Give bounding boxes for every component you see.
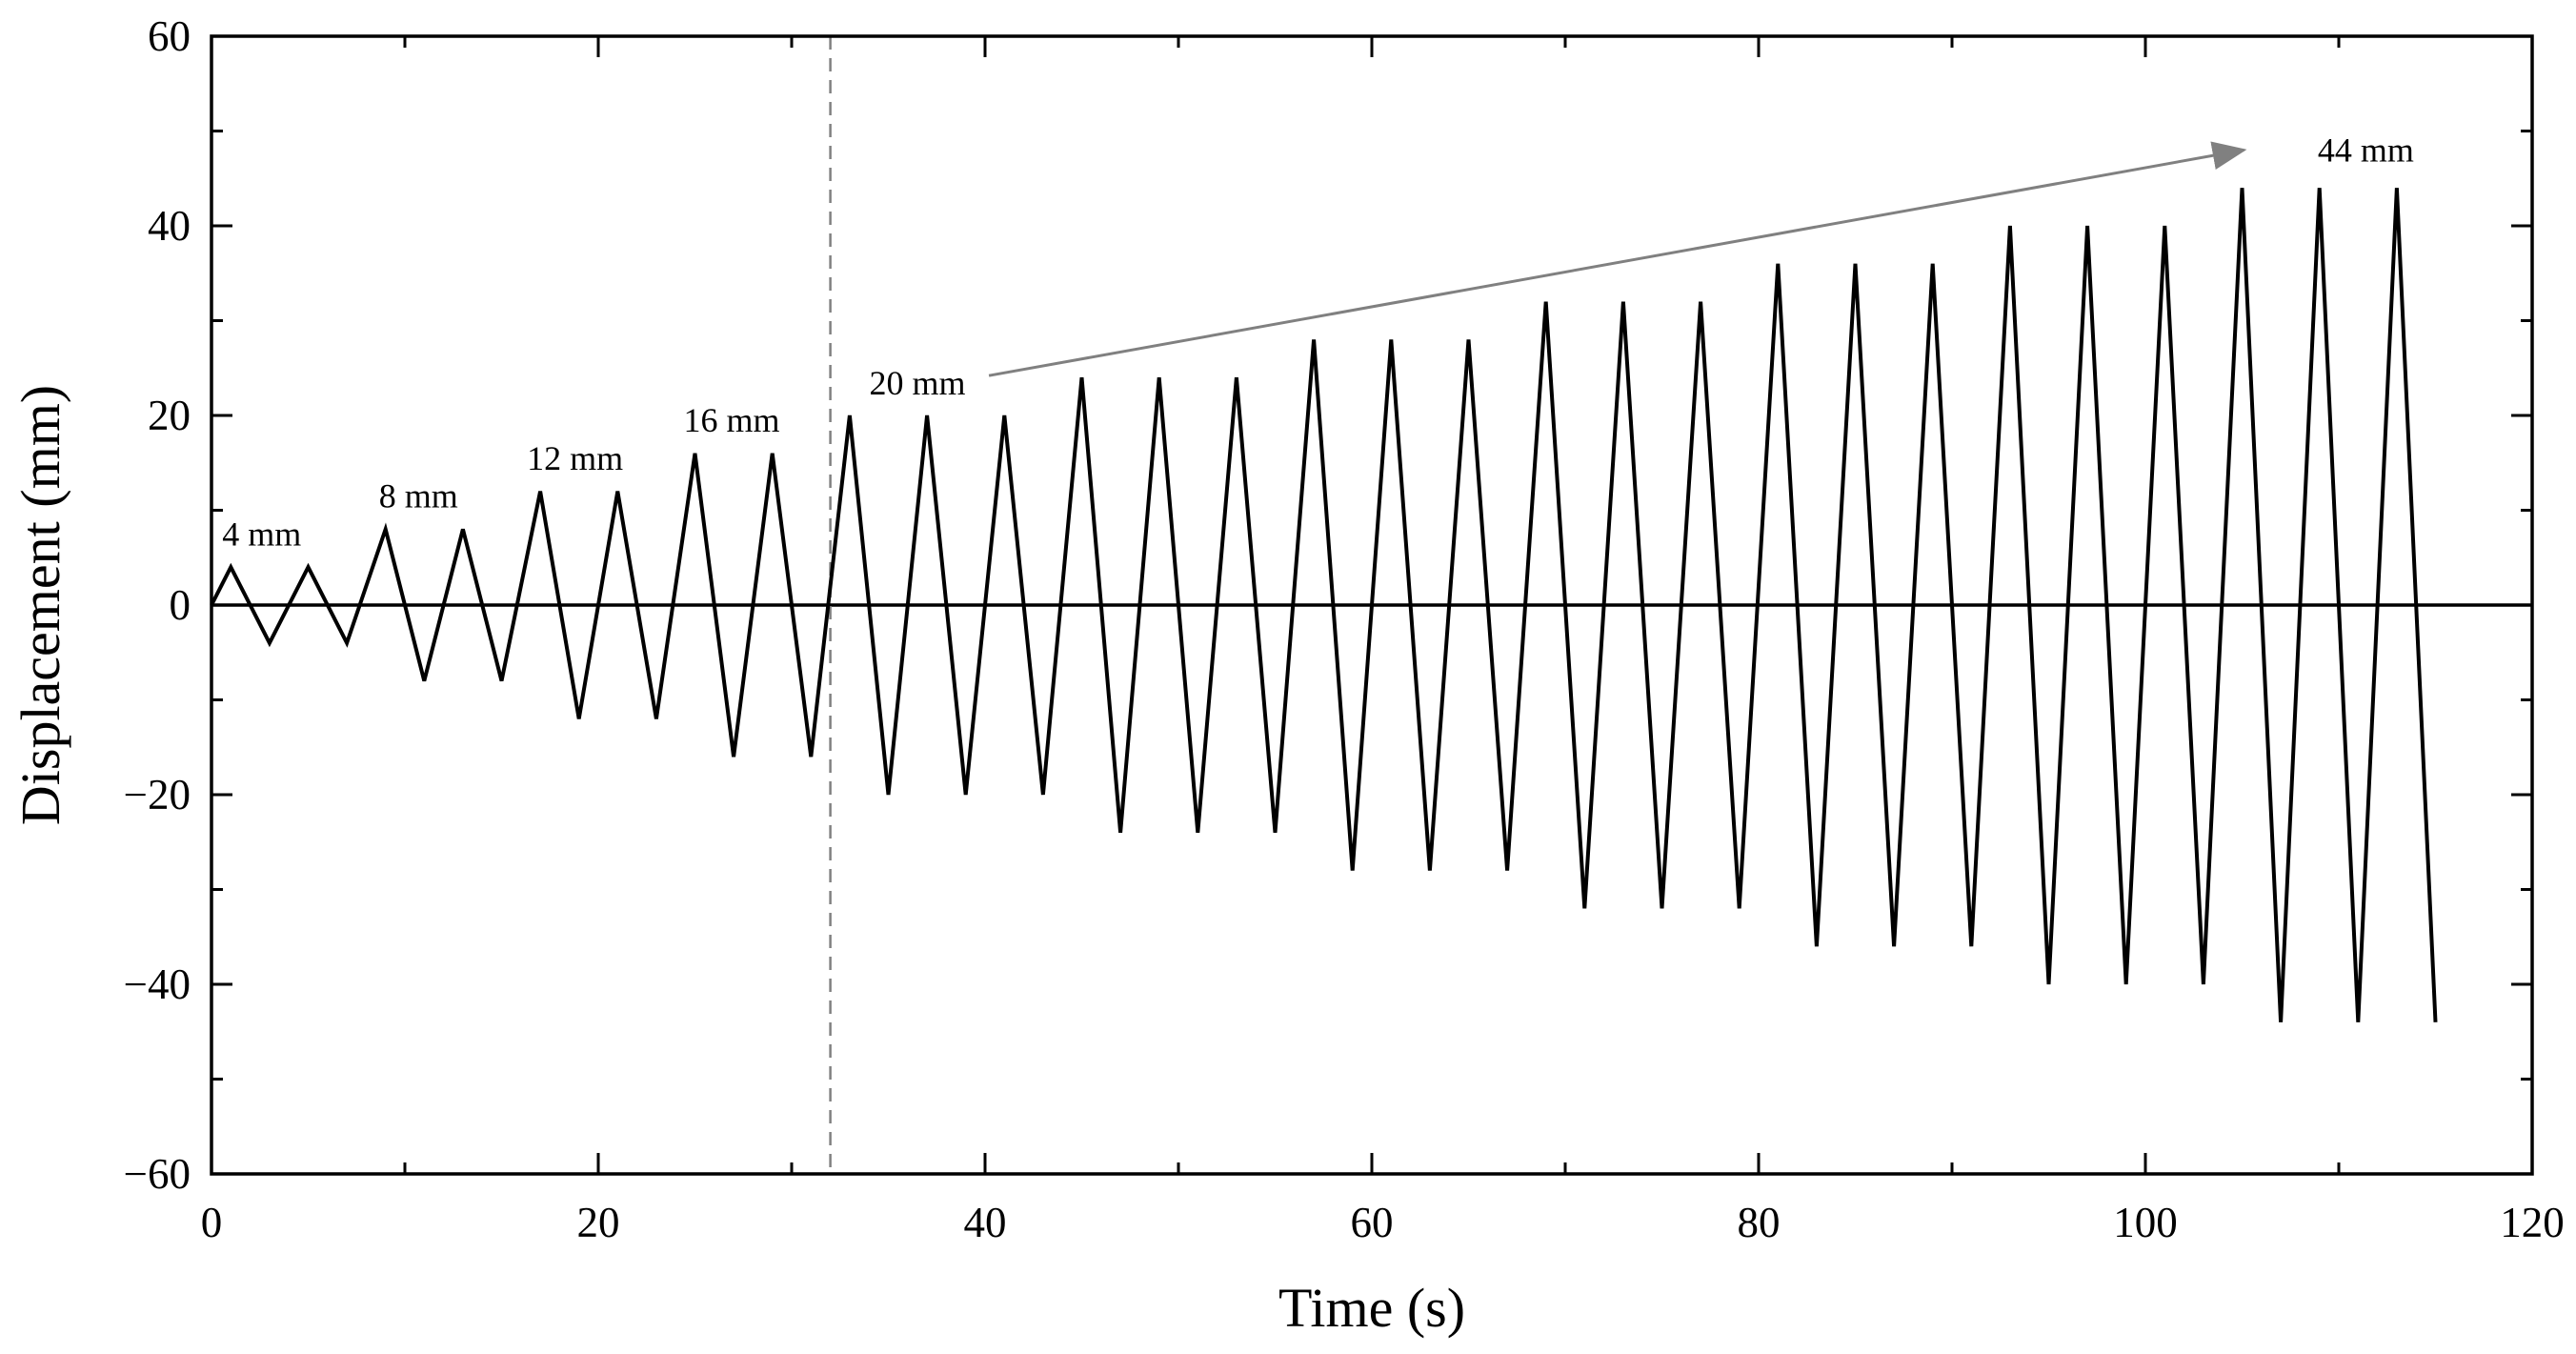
y-tick-label: 20 — [148, 392, 191, 439]
amplitude-growth-arrow — [988, 141, 2247, 377]
y-tick-label: −20 — [124, 771, 191, 818]
x-tick-label: 20 — [577, 1199, 620, 1246]
amplitude-annotation: 44 mm — [2318, 131, 2414, 169]
amplitude-annotation: 16 mm — [684, 401, 780, 439]
y-tick-label: −60 — [124, 1150, 191, 1198]
x-tick-label: 40 — [964, 1199, 1007, 1246]
x-axis-title: Time (s) — [1278, 1277, 1465, 1339]
amplitude-annotation: 8 mm — [379, 477, 458, 515]
y-tick-label: 60 — [148, 12, 191, 60]
amplitude-annotation: 4 mm — [222, 515, 301, 553]
amplitude-annotation: 20 mm — [869, 364, 965, 402]
x-tick-label: 60 — [1351, 1199, 1394, 1246]
y-tick-label: 40 — [148, 202, 191, 250]
amplitude-annotation: 12 mm — [527, 439, 623, 477]
y-axis-title: Displacement (mm) — [10, 385, 71, 825]
x-tick-label: 100 — [2113, 1199, 2178, 1246]
x-tick-label: 120 — [2500, 1199, 2565, 1246]
x-tick-label: 80 — [1738, 1199, 1781, 1246]
displacement-series-line — [210, 188, 2438, 1022]
x-tick-label: 0 — [201, 1199, 223, 1246]
y-tick-label: 0 — [170, 581, 191, 629]
y-tick-label: −40 — [124, 960, 191, 1008]
